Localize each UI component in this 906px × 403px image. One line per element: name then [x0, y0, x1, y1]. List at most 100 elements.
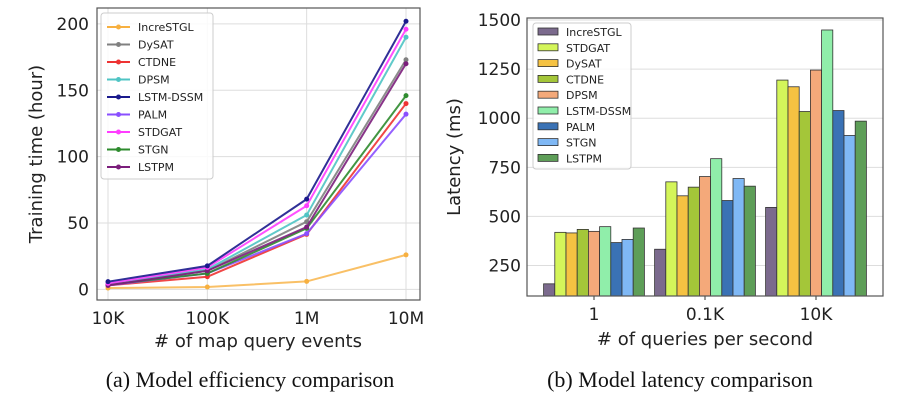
bar-stdgat: [665, 181, 678, 297]
legend-swatch: [537, 75, 559, 83]
data-point: [204, 263, 210, 269]
data-point: [403, 18, 409, 24]
bar-lstpm: [854, 120, 867, 297]
data-point: [304, 203, 310, 209]
bar-increstgl: [654, 248, 667, 297]
plot-frame: [96, 7, 421, 301]
data-point: [403, 34, 409, 40]
bar-palm: [721, 200, 734, 297]
series-line-dpsm: [107, 36, 407, 286]
y-tick-label: 50: [67, 214, 89, 234]
legend: IncreSTGL DySAT CTDNE DPSM LSTM-DSSM PALM STDG…: [100, 12, 214, 180]
y-tick-label: 500: [489, 207, 521, 227]
data-point: [403, 111, 409, 117]
legend-label: IncreSTGL: [566, 26, 623, 39]
legend-swatch: [537, 106, 559, 115]
bar-stdgat: [776, 79, 789, 297]
legend-label: LSTM-DSSM: [138, 91, 203, 104]
legend-label: LSTM-DSSM: [566, 105, 631, 118]
bar-dpsm: [699, 176, 712, 297]
chart-b-xlabel: # of queries per second: [597, 329, 813, 350]
bar-stgn: [732, 178, 745, 297]
y-tick-label: 100: [57, 148, 89, 168]
bar-increstgl: [765, 206, 778, 297]
bar-dysat: [787, 86, 800, 297]
legend-swatch: [537, 43, 559, 52]
legend-label: DySAT: [566, 58, 602, 71]
data-point: [304, 219, 310, 225]
bar-palm: [610, 242, 623, 297]
series-line-lstpm: [107, 63, 407, 287]
legend-label: STDGAT: [138, 126, 182, 139]
training-time-line-chart: 0 50 100 150 200 10K 100K 1M 10M IncreSTGL DySAT CT…: [57, 7, 424, 329]
bar-ctdne: [576, 228, 589, 297]
legend-marker: [116, 42, 121, 47]
bar-dpsm: [588, 230, 601, 297]
legend-marker: [116, 24, 121, 30]
x-tick-label: 0.1K: [686, 305, 725, 325]
bar-palm: [832, 110, 845, 297]
bar-lstpm: [632, 227, 645, 297]
legend-label: PALM: [138, 109, 167, 122]
data-point: [204, 284, 210, 290]
data-point: [403, 61, 409, 67]
legend-label: DySAT: [138, 39, 174, 52]
bar-stgn: [843, 135, 856, 297]
legend-marker: [116, 129, 121, 135]
bar-increstgl: [543, 283, 556, 297]
legend-swatch: [537, 122, 559, 131]
bar-stgn: [621, 239, 634, 297]
bar-lstpm: [743, 185, 756, 297]
data-point: [304, 278, 310, 284]
legend-label: LSTPM: [566, 152, 602, 165]
series-line-lstm-dssm: [107, 20, 407, 283]
bar-lstm-dssm: [710, 158, 723, 297]
legend-marker: [116, 164, 121, 170]
x-tick-label: 10M: [388, 309, 424, 329]
legend-swatch: [537, 59, 559, 67]
legend-label: PALM: [566, 121, 595, 134]
data-point: [304, 212, 310, 218]
y-tick-label: 1000: [478, 109, 521, 129]
chart-a-caption: (a) Model efficiency comparison: [106, 367, 395, 392]
bar-dysat: [676, 195, 689, 297]
legend-label: STDGAT: [566, 42, 610, 55]
series-line-increstgl: [107, 253, 407, 290]
data-point: [403, 26, 409, 32]
data-point: [304, 231, 310, 237]
x-tick-label: 1M: [294, 309, 319, 329]
bar-lstm-dssm: [599, 226, 612, 297]
series-line-stdgat: [107, 28, 407, 285]
x-tick-label: 10K: [92, 309, 126, 329]
legend-label: STGN: [566, 137, 596, 150]
legend-label: STGN: [138, 144, 168, 157]
y-tick-label: 200: [57, 15, 89, 35]
bar-stdgat: [554, 231, 567, 297]
chart-b-ylabel: Latency (ms): [444, 98, 465, 216]
legend-marker: [116, 112, 121, 117]
legend-label: CTDNE: [138, 56, 176, 69]
legend-label: IncreSTGL: [138, 21, 195, 34]
bar-ctdne: [687, 186, 700, 297]
data-point: [304, 224, 310, 230]
data-point: [403, 252, 409, 258]
legend-box: [100, 12, 214, 180]
y-tick-label: 0: [78, 280, 89, 300]
legend-marker: [116, 94, 121, 100]
legend-label: CTDNE: [566, 73, 604, 86]
series-line-ctdne: [107, 102, 407, 287]
bar-dpsm: [810, 69, 823, 297]
data-point: [304, 196, 310, 202]
bar-ctdne: [798, 111, 811, 297]
chart-b-caption: (b) Model latency comparison: [547, 367, 813, 392]
legend-marker: [116, 59, 121, 65]
data-point: [403, 93, 409, 99]
bar-dysat: [565, 232, 578, 297]
y-tick-label: 1250: [478, 60, 521, 80]
legend-marker: [116, 147, 121, 152]
x-tick-label: 100K: [186, 309, 230, 329]
plot-frame: [526, 17, 884, 297]
legend-label: DPSM: [566, 89, 598, 102]
legend-label: LSTPM: [138, 161, 174, 174]
bar-lstm-dssm: [821, 29, 834, 297]
